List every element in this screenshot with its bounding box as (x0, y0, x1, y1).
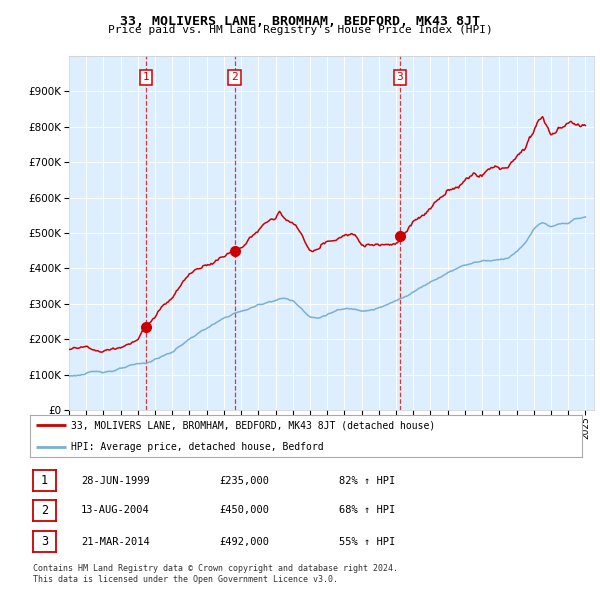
Text: 1: 1 (41, 474, 48, 487)
Text: This data is licensed under the Open Government Licence v3.0.: This data is licensed under the Open Gov… (33, 575, 338, 584)
Text: 3: 3 (41, 535, 48, 548)
Text: 33, MOLIVERS LANE, BROMHAM, BEDFORD, MK43 8JT (detached house): 33, MOLIVERS LANE, BROMHAM, BEDFORD, MK4… (71, 421, 436, 430)
Text: 2: 2 (41, 504, 48, 517)
Text: 13-AUG-2004: 13-AUG-2004 (81, 506, 150, 515)
Text: £450,000: £450,000 (219, 506, 269, 515)
Text: 1: 1 (143, 73, 149, 82)
Text: Contains HM Land Registry data © Crown copyright and database right 2024.: Contains HM Land Registry data © Crown c… (33, 565, 398, 573)
Text: £492,000: £492,000 (219, 537, 269, 546)
Text: 68% ↑ HPI: 68% ↑ HPI (339, 506, 395, 515)
Text: 3: 3 (397, 73, 403, 82)
Text: 33, MOLIVERS LANE, BROMHAM, BEDFORD, MK43 8JT: 33, MOLIVERS LANE, BROMHAM, BEDFORD, MK4… (120, 15, 480, 28)
Text: 21-MAR-2014: 21-MAR-2014 (81, 537, 150, 546)
Text: £235,000: £235,000 (219, 476, 269, 486)
Text: 2: 2 (231, 73, 238, 82)
Text: Price paid vs. HM Land Registry's House Price Index (HPI): Price paid vs. HM Land Registry's House … (107, 25, 493, 35)
Text: 28-JUN-1999: 28-JUN-1999 (81, 476, 150, 486)
Text: HPI: Average price, detached house, Bedford: HPI: Average price, detached house, Bedf… (71, 442, 324, 451)
Text: 82% ↑ HPI: 82% ↑ HPI (339, 476, 395, 486)
Text: 55% ↑ HPI: 55% ↑ HPI (339, 537, 395, 546)
